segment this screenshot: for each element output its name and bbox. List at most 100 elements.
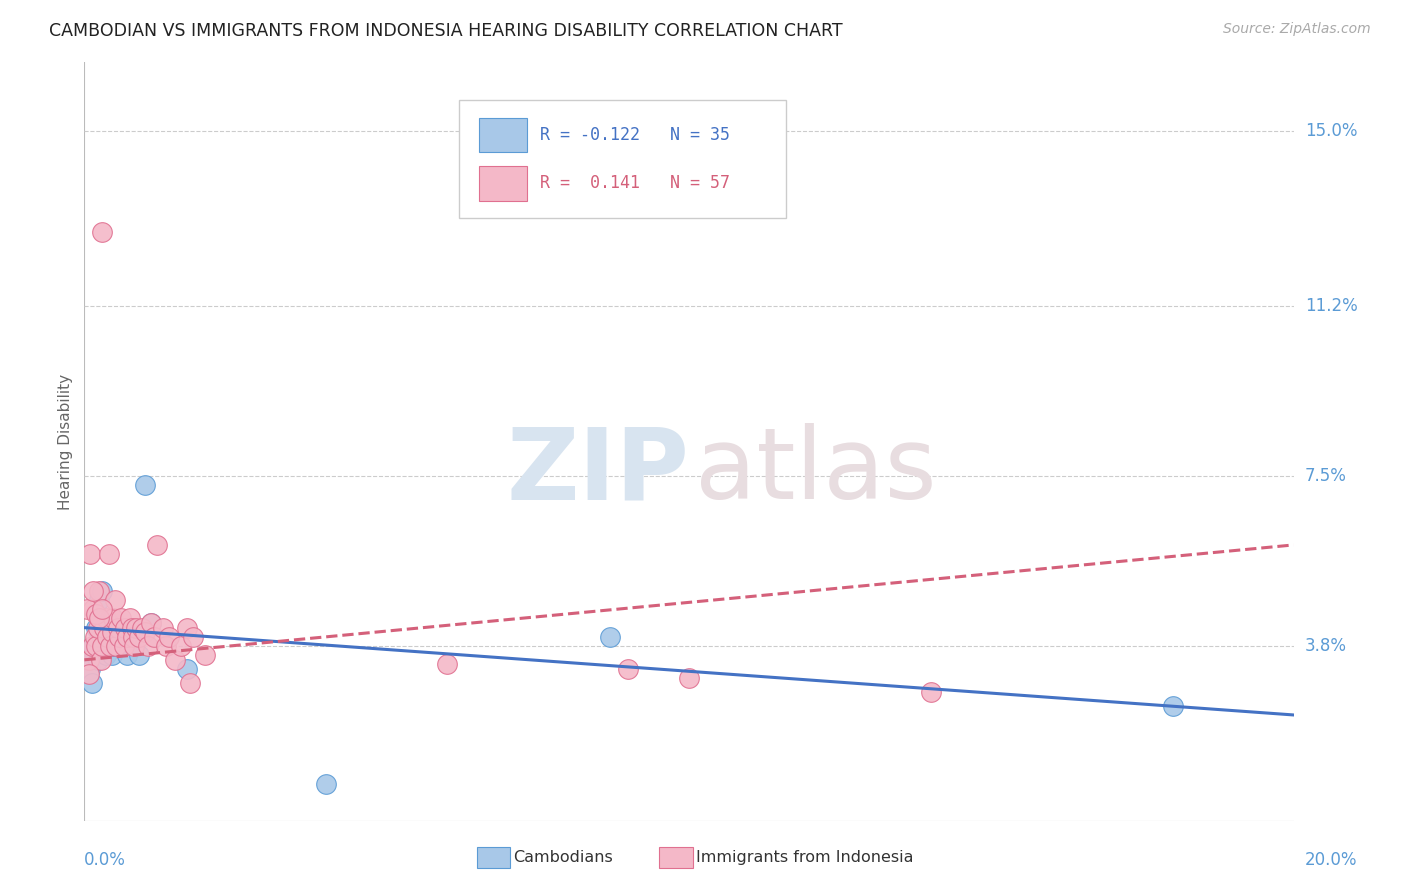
Point	[142, 630, 165, 644]
Point	[82, 639, 104, 653]
Point	[94, 611, 117, 625]
Point	[84, 630, 107, 644]
Text: R = -0.122   N = 35: R = -0.122 N = 35	[540, 126, 730, 144]
Point	[80, 675, 103, 690]
Point	[920, 685, 942, 699]
Point	[86, 653, 108, 667]
Point	[86, 639, 108, 653]
Text: Cambodians: Cambodians	[513, 850, 613, 864]
Text: 7.5%: 7.5%	[1305, 467, 1347, 485]
Point	[93, 639, 115, 653]
Point	[79, 547, 101, 561]
Point	[136, 639, 159, 653]
Point	[89, 583, 111, 598]
Point	[176, 662, 198, 676]
Point	[104, 621, 127, 635]
FancyBboxPatch shape	[478, 118, 527, 153]
Point	[179, 675, 201, 690]
Text: ZIP: ZIP	[506, 424, 689, 520]
Point	[108, 639, 131, 653]
Point	[115, 648, 138, 663]
Point	[86, 607, 108, 621]
Text: 0.0%: 0.0%	[84, 851, 127, 869]
Point	[118, 630, 141, 644]
Point	[436, 657, 458, 672]
Point	[112, 639, 135, 653]
Point	[121, 639, 143, 653]
Point	[97, 547, 120, 561]
Point	[155, 639, 177, 653]
Point	[121, 630, 143, 644]
Point	[108, 630, 131, 644]
Y-axis label: Hearing Disability: Hearing Disability	[58, 374, 73, 509]
Point	[96, 630, 118, 644]
Point	[152, 621, 174, 635]
Point	[194, 648, 217, 663]
Point	[114, 621, 136, 635]
Point	[91, 226, 114, 240]
Point	[134, 478, 156, 492]
Point	[103, 611, 125, 625]
Text: Immigrants from Indonesia: Immigrants from Indonesia	[696, 850, 914, 864]
Point	[82, 583, 104, 598]
Text: 3.8%: 3.8%	[1305, 637, 1347, 655]
Point	[80, 639, 103, 653]
FancyBboxPatch shape	[478, 166, 527, 201]
Point	[96, 630, 118, 644]
Text: R =  0.141   N = 57: R = 0.141 N = 57	[540, 174, 730, 193]
Point	[104, 639, 127, 653]
Text: atlas: atlas	[695, 424, 936, 520]
Point	[82, 602, 104, 616]
Point	[86, 621, 108, 635]
Point	[139, 615, 162, 630]
Point	[89, 611, 111, 625]
Point	[181, 630, 204, 644]
Point	[599, 630, 621, 644]
Point	[91, 602, 114, 616]
Point	[91, 639, 114, 653]
Point	[157, 630, 180, 644]
Point	[678, 671, 700, 685]
Point	[107, 630, 129, 644]
Point	[110, 621, 132, 635]
Text: 11.2%: 11.2%	[1305, 297, 1357, 315]
Point	[79, 662, 101, 676]
Point	[118, 611, 141, 625]
Point	[125, 621, 148, 635]
Text: 20.0%: 20.0%	[1305, 851, 1357, 869]
Point	[90, 653, 112, 667]
Point	[94, 648, 117, 663]
Point	[100, 625, 122, 640]
Point	[77, 653, 100, 667]
Point	[91, 583, 114, 598]
Point	[91, 643, 114, 657]
Text: Source: ZipAtlas.com: Source: ZipAtlas.com	[1223, 22, 1371, 37]
Point	[110, 611, 132, 625]
Point	[112, 639, 135, 653]
Point	[90, 630, 112, 644]
Point	[103, 639, 125, 653]
Point	[121, 621, 143, 635]
Point	[100, 648, 122, 663]
Point	[122, 639, 145, 653]
Point	[165, 653, 187, 667]
Point	[89, 611, 111, 625]
Text: CAMBODIAN VS IMMIGRANTS FROM INDONESIA HEARING DISABILITY CORRELATION CHART: CAMBODIAN VS IMMIGRANTS FROM INDONESIA H…	[49, 22, 842, 40]
Point	[176, 621, 198, 635]
Point	[315, 777, 337, 791]
Point	[104, 593, 127, 607]
Text: 15.0%: 15.0%	[1305, 122, 1357, 140]
Point	[77, 666, 100, 681]
Point	[86, 621, 108, 635]
Point	[98, 639, 121, 653]
Point	[93, 621, 115, 635]
Point	[134, 625, 156, 640]
Point	[97, 615, 120, 630]
Point	[89, 593, 111, 607]
Point	[146, 538, 169, 552]
Point	[617, 662, 640, 676]
Point	[104, 639, 127, 653]
FancyBboxPatch shape	[460, 100, 786, 218]
Point	[131, 621, 153, 635]
Point	[139, 615, 162, 630]
